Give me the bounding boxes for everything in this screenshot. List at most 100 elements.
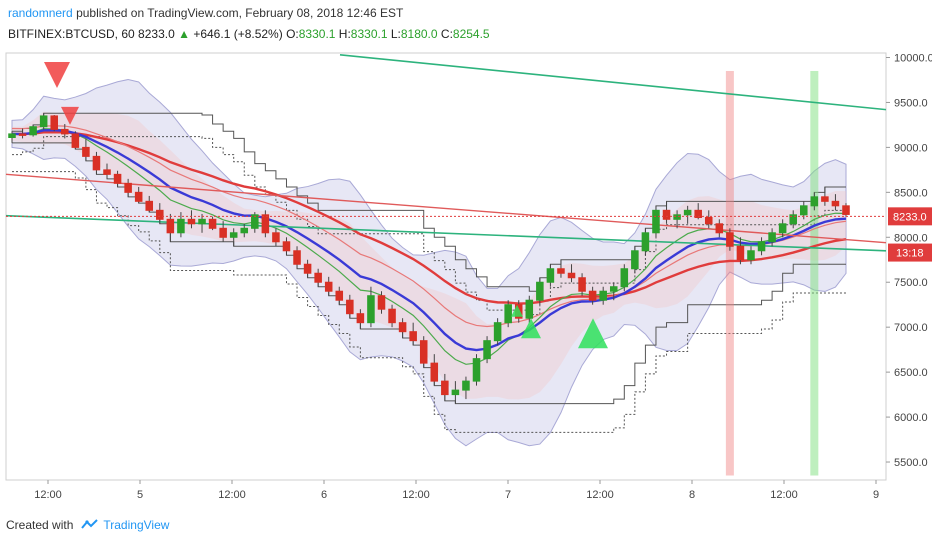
candle bbox=[462, 376, 470, 400]
candle-body bbox=[789, 214, 797, 225]
low-value: 8180.0 bbox=[400, 27, 438, 41]
candle-body bbox=[166, 218, 175, 234]
footer: Created with TradingView bbox=[6, 518, 169, 532]
trend-line-red bbox=[5, 173, 887, 244]
candle bbox=[419, 336, 428, 368]
candle bbox=[673, 210, 681, 229]
ema-blue-line bbox=[11, 128, 847, 352]
y-tick-label: 8000.0 bbox=[894, 232, 928, 244]
candle bbox=[620, 264, 629, 292]
last-price: 8233.0 bbox=[138, 27, 175, 41]
channel-high-line bbox=[12, 112, 846, 292]
candle bbox=[525, 295, 534, 323]
candle bbox=[82, 138, 90, 161]
candle-body bbox=[451, 389, 460, 396]
candle bbox=[29, 124, 37, 137]
candle bbox=[641, 228, 650, 256]
candle bbox=[472, 354, 481, 386]
candle-body bbox=[82, 146, 90, 157]
candle bbox=[588, 286, 597, 305]
trend-line-upper bbox=[339, 54, 887, 111]
y-tick-label: 5500.0 bbox=[894, 457, 928, 469]
candle-body bbox=[282, 241, 291, 252]
envelope-band bbox=[11, 79, 847, 447]
candle bbox=[842, 203, 850, 217]
symbol-name[interactable]: BITFINEX:BTCUSD, 60 bbox=[8, 27, 135, 41]
candle bbox=[156, 203, 164, 224]
open-value: 8330.1 bbox=[298, 27, 336, 41]
candle-body bbox=[240, 227, 249, 234]
candle-body bbox=[821, 196, 829, 202]
buy-signal-triangle-large bbox=[578, 318, 608, 349]
candle-body bbox=[29, 126, 37, 136]
red-signal-band bbox=[725, 70, 734, 476]
candle bbox=[409, 322, 417, 346]
candle bbox=[324, 276, 333, 296]
candle bbox=[282, 237, 291, 256]
candle bbox=[50, 115, 59, 132]
candle-body bbox=[303, 263, 312, 274]
candle-body bbox=[113, 173, 122, 184]
candle bbox=[652, 205, 660, 238]
x-tick-label: 12:00 bbox=[586, 489, 614, 501]
candle-body bbox=[493, 322, 502, 342]
candle-body bbox=[525, 299, 534, 319]
candle-body bbox=[219, 227, 227, 238]
candle bbox=[778, 219, 787, 238]
symbol-ohlc-line: BITFINEX:BTCUSD, 60 8233.0 ▲ +646.1 (+8.… bbox=[8, 27, 490, 41]
candle bbox=[493, 318, 502, 346]
candle bbox=[536, 277, 544, 305]
candle bbox=[430, 354, 439, 386]
tradingview-brand[interactable]: TradingView bbox=[103, 518, 170, 532]
candle-body bbox=[673, 214, 681, 220]
candle bbox=[18, 128, 27, 139]
candle-body bbox=[726, 232, 734, 247]
candle-body bbox=[409, 331, 417, 342]
candle bbox=[609, 282, 618, 301]
y-tick-label: 8500.0 bbox=[894, 187, 928, 199]
candle bbox=[578, 273, 586, 296]
candle-body bbox=[346, 299, 354, 315]
ema-red-slow-line bbox=[11, 130, 847, 305]
candle bbox=[367, 286, 375, 328]
y-tick-label: 7500.0 bbox=[894, 277, 928, 289]
candle-body bbox=[567, 272, 576, 279]
candle-body bbox=[187, 218, 196, 225]
candle-body bbox=[662, 209, 671, 220]
candle bbox=[810, 192, 819, 211]
created-with-text: Created with bbox=[6, 518, 74, 532]
close-label: C: bbox=[440, 27, 453, 41]
x-tick-label: 9 bbox=[873, 489, 879, 501]
candle bbox=[92, 151, 101, 175]
candle-body bbox=[208, 218, 217, 229]
candle bbox=[398, 318, 407, 338]
candle bbox=[187, 210, 196, 229]
sell-signal-triangle bbox=[44, 61, 70, 88]
candle-body bbox=[229, 232, 238, 238]
candle bbox=[229, 228, 238, 247]
author-link[interactable]: randomnerd bbox=[8, 6, 73, 20]
candle bbox=[145, 195, 154, 213]
candle bbox=[61, 124, 69, 139]
last-price-tag-label: 8233.0 bbox=[893, 211, 927, 223]
candle-body bbox=[462, 380, 470, 391]
candle-body bbox=[799, 205, 808, 216]
candle-body bbox=[683, 209, 692, 216]
candle-body bbox=[483, 340, 491, 360]
candle bbox=[631, 246, 639, 274]
open-label: O: bbox=[286, 27, 299, 41]
x-tick-label: 8 bbox=[689, 489, 695, 501]
y-tick-label: 10000.0 bbox=[894, 52, 932, 64]
candle bbox=[346, 294, 354, 319]
candle-body bbox=[50, 115, 59, 130]
candle bbox=[198, 213, 206, 233]
candle-body bbox=[715, 223, 724, 234]
candle-body bbox=[430, 362, 439, 382]
candle-body bbox=[156, 209, 164, 220]
candle bbox=[757, 237, 766, 256]
candle-body bbox=[388, 308, 396, 324]
candle bbox=[356, 309, 365, 329]
candle-body bbox=[620, 268, 629, 288]
candle bbox=[451, 381, 460, 404]
